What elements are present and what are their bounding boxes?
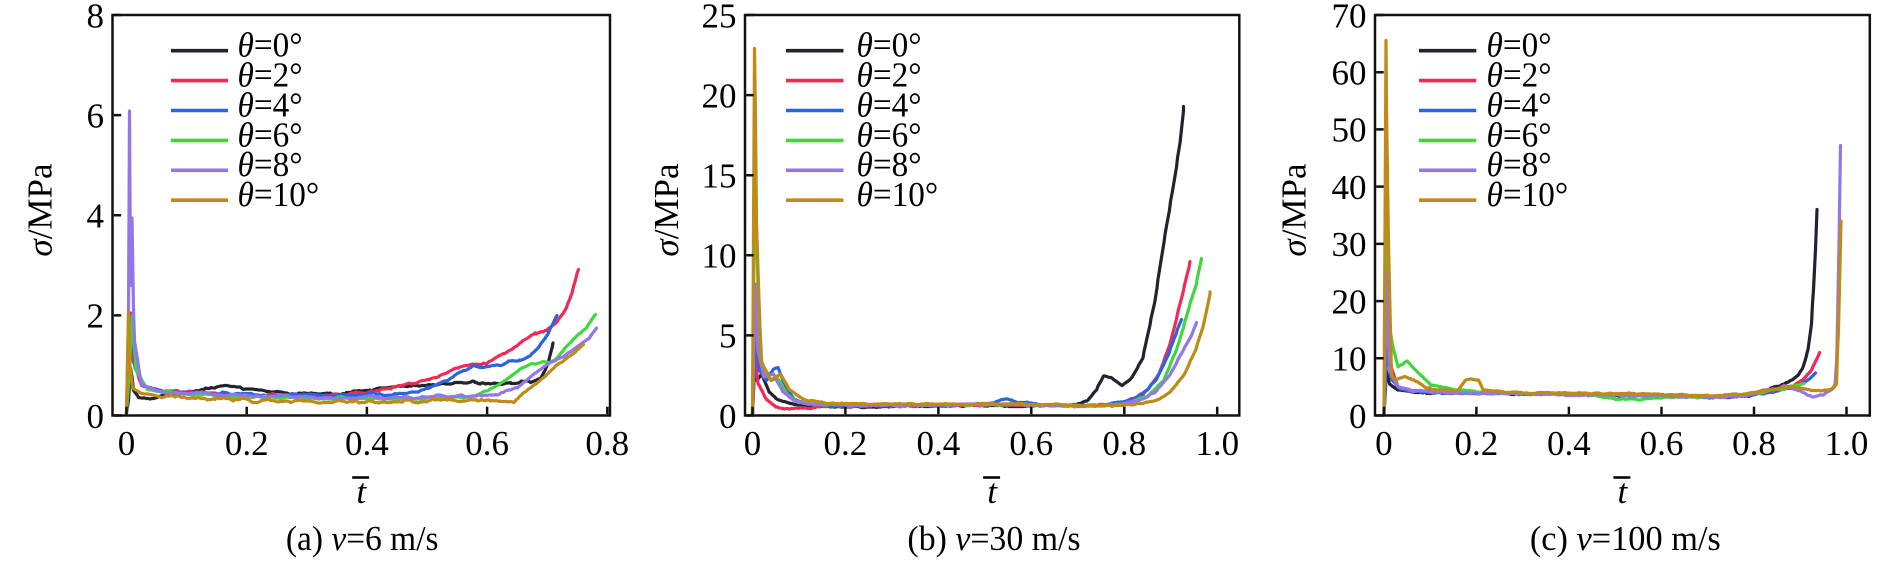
svg-text:0: 0	[719, 397, 737, 436]
svg-text:θ=6°: θ=6°	[238, 117, 303, 155]
svg-text:0.2: 0.2	[824, 424, 868, 463]
svg-text:(b) v=30 m/s: (b) v=30 m/s	[907, 520, 1080, 559]
svg-text:t: t	[356, 472, 367, 511]
svg-text:θ=8°: θ=8°	[857, 146, 922, 184]
svg-text:σ/MPa: σ/MPa	[1275, 163, 1314, 257]
svg-text:40: 40	[1332, 168, 1367, 207]
svg-text:1.0: 1.0	[1825, 424, 1869, 463]
svg-text:20: 20	[702, 76, 737, 115]
svg-text:θ=0°: θ=0°	[1487, 27, 1552, 65]
svg-text:0: 0	[1349, 397, 1367, 436]
svg-text:0.6: 0.6	[1640, 424, 1684, 463]
svg-text:5: 5	[719, 317, 737, 356]
svg-text:t: t	[987, 472, 998, 511]
svg-text:θ=8°: θ=8°	[238, 146, 303, 184]
svg-text:θ=0°: θ=0°	[238, 27, 303, 65]
svg-text:60: 60	[1332, 54, 1367, 93]
svg-text:θ=2°: θ=2°	[1487, 57, 1552, 95]
svg-text:0: 0	[118, 424, 136, 463]
svg-text:70: 70	[1332, 0, 1367, 35]
svg-text:θ=0°: θ=0°	[857, 27, 922, 65]
svg-text:0.4: 0.4	[917, 424, 961, 463]
svg-text:0.6: 0.6	[465, 424, 509, 463]
svg-text:1.0: 1.0	[1195, 424, 1239, 463]
svg-text:0: 0	[1375, 424, 1393, 463]
svg-text:θ=4°: θ=4°	[857, 87, 922, 125]
svg-text:20: 20	[1332, 282, 1367, 321]
svg-text:t: t	[1618, 472, 1629, 511]
svg-text:θ=10°: θ=10°	[857, 176, 939, 214]
svg-text:0.8: 0.8	[1102, 424, 1146, 463]
svg-text:6: 6	[87, 96, 105, 135]
svg-text:10: 10	[1332, 340, 1367, 379]
svg-text:(a) v=6 m/s: (a) v=6 m/s	[286, 519, 439, 558]
svg-text:θ=4°: θ=4°	[238, 87, 303, 125]
svg-text:θ=4°: θ=4°	[1487, 87, 1552, 125]
svg-text:θ=6°: θ=6°	[857, 117, 922, 155]
svg-text:0: 0	[87, 397, 105, 436]
svg-text:15: 15	[702, 157, 737, 196]
svg-text:θ=8°: θ=8°	[1487, 146, 1552, 184]
svg-text:0.8: 0.8	[1732, 424, 1776, 463]
svg-text:2: 2	[87, 297, 105, 336]
svg-text:0.2: 0.2	[225, 424, 269, 463]
svg-text:50: 50	[1332, 111, 1367, 150]
svg-text:θ=10°: θ=10°	[1487, 176, 1569, 214]
svg-text:30: 30	[1332, 225, 1367, 264]
svg-text:σ/MPa: σ/MPa	[21, 163, 60, 257]
svg-text:10: 10	[702, 237, 737, 276]
svg-text:0: 0	[744, 424, 762, 463]
svg-text:θ=6°: θ=6°	[1487, 117, 1552, 155]
svg-text:σ/MPa: σ/MPa	[647, 163, 686, 257]
svg-text:25: 25	[702, 0, 737, 35]
svg-text:0.4: 0.4	[1547, 424, 1591, 463]
svg-text:8: 8	[87, 0, 105, 35]
svg-text:θ=2°: θ=2°	[238, 57, 303, 95]
svg-text:0.2: 0.2	[1455, 424, 1499, 463]
svg-text:θ=10°: θ=10°	[238, 176, 320, 214]
svg-text:(c) v=100 m/s: (c) v=100 m/s	[1530, 520, 1721, 558]
svg-text:0.8: 0.8	[585, 424, 629, 463]
svg-text:0.4: 0.4	[345, 424, 389, 463]
svg-text:0.6: 0.6	[1009, 424, 1053, 463]
svg-text:4: 4	[87, 197, 105, 236]
svg-text:θ=2°: θ=2°	[857, 57, 922, 95]
